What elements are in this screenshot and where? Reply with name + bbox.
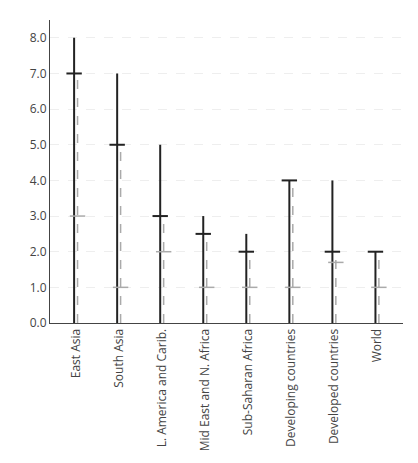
svg-text:Sub-Saharan Africa: Sub-Saharan Africa: [239, 329, 256, 435]
svg-text:0.0: 0.0: [30, 314, 47, 331]
svg-text:South Asia: South Asia: [110, 329, 127, 388]
svg-text:Developing countries: Developing countries: [282, 329, 299, 447]
svg-text:World: World: [368, 329, 385, 363]
svg-text:2.0: 2.0: [30, 243, 47, 260]
svg-text:7.0: 7.0: [30, 65, 47, 82]
svg-text:Developed countries: Developed countries: [325, 329, 342, 445]
svg-text:L. America and Carib.: L. America and Carib.: [153, 329, 170, 448]
svg-text:5.0: 5.0: [30, 136, 47, 153]
svg-text:8.0: 8.0: [30, 29, 47, 46]
svg-text:4.0: 4.0: [30, 172, 47, 189]
svg-text:East Asia: East Asia: [67, 329, 84, 378]
svg-text:1.0: 1.0: [30, 279, 47, 296]
svg-text:Mid East and N. Africa: Mid East and N. Africa: [196, 329, 213, 452]
svg-text:3.0: 3.0: [30, 207, 47, 224]
svg-text:6.0: 6.0: [30, 100, 47, 117]
